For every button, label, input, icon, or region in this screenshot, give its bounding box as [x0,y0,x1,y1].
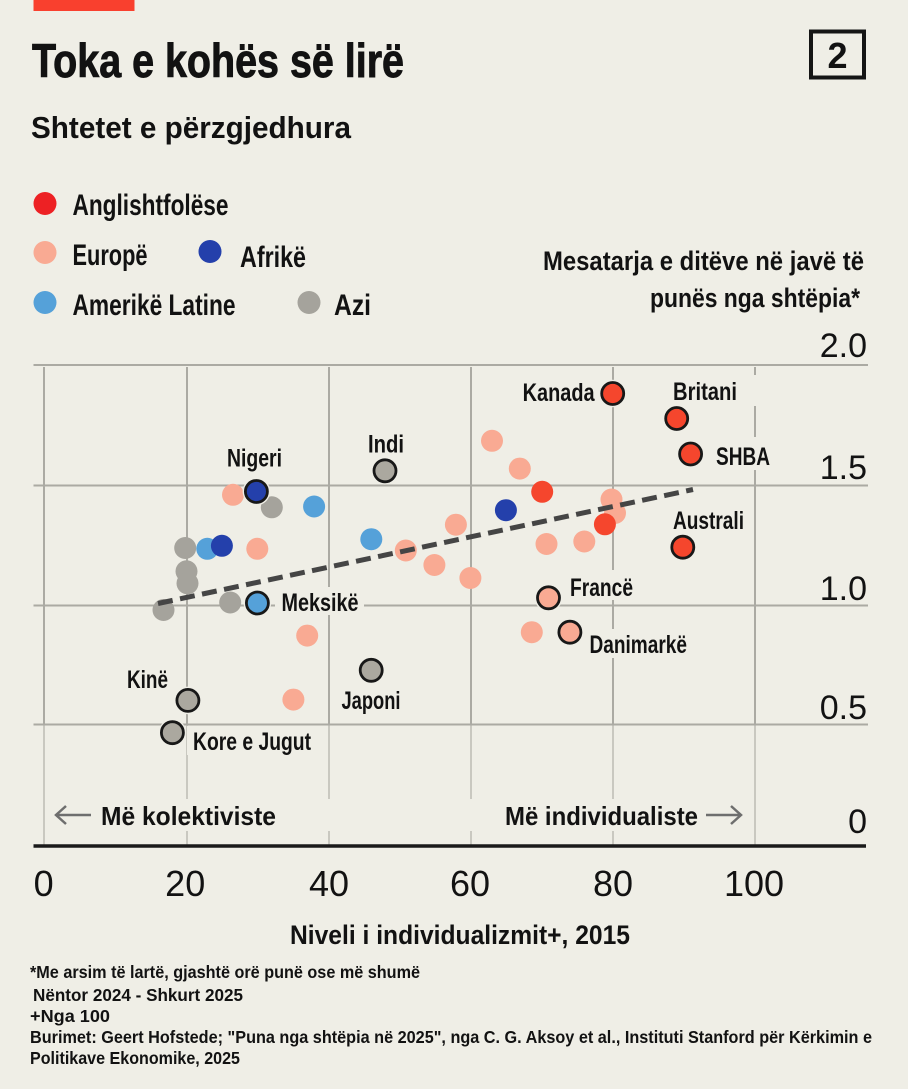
svg-text:80: 80 [593,863,633,904]
svg-text:Europë: Europë [73,239,148,272]
svg-text:punës nga shtëpia*: punës nga shtëpia* [650,283,860,313]
svg-text:1.0: 1.0 [820,570,867,608]
svg-text:Burimet: Geert Hofstede; "Puna: Burimet: Geert Hofstede; "Puna nga shtëp… [30,1027,872,1047]
svg-text:SHBA: SHBA [716,443,770,471]
svg-text:Azi: Azi [334,289,371,322]
svg-text:2.0: 2.0 [820,327,867,365]
svg-text:Indi: Indi [368,431,404,459]
svg-text:Nigeri: Nigeri [227,445,282,473]
svg-text:0: 0 [34,863,54,904]
svg-text:Britani: Britani [673,378,737,406]
svg-text:100: 100 [724,863,784,904]
svg-text:0.5: 0.5 [820,689,867,727]
svg-text:Më individualiste: Më individualiste [505,801,698,831]
svg-text:Anglishtfolëse: Anglishtfolëse [73,189,229,222]
svg-text:Kanada: Kanada [523,379,596,407]
svg-text:1.5: 1.5 [820,449,867,487]
svg-text:Toka e kohës së lirë: Toka e kohës së lirë [32,34,404,87]
svg-text:2: 2 [827,35,847,76]
svg-text:Kore e Jugut: Kore e Jugut [193,728,312,756]
svg-text:Amerikë Latine: Amerikë Latine [73,289,236,322]
svg-text:20: 20 [165,863,205,904]
svg-text:Francë: Francë [570,574,633,602]
svg-text:Afrikë: Afrikë [240,241,306,274]
svg-text:60: 60 [450,863,490,904]
svg-text:0: 0 [848,803,867,841]
svg-text:Më kolektiviste: Më kolektiviste [101,801,276,831]
svg-text:Meksikë: Meksikë [282,589,359,617]
svg-text:Mesatarja e ditëve në javë të: Mesatarja e ditëve në javë të [543,246,864,276]
svg-text:Danimarkë: Danimarkë [590,631,688,659]
svg-text:Niveli i individualizmit+, 201: Niveli i individualizmit+, 2015 [290,920,630,950]
svg-text:40: 40 [309,863,349,904]
svg-text:Politikave Ekonomike, 2025: Politikave Ekonomike, 2025 [30,1048,240,1068]
svg-text:*Me arsim të lartë, gjashtë or: *Me arsim të lartë, gjashtë orë punë ose… [30,962,420,982]
svg-text:Nëntor 2024 - Shkurt 2025: Nëntor 2024 - Shkurt 2025 [33,985,243,1005]
svg-text:Shtetet e përzgjedhura: Shtetet e përzgjedhura [31,110,352,145]
svg-text:Japoni: Japoni [342,687,401,715]
svg-text:+Nga 100: +Nga 100 [30,1006,110,1026]
svg-text:Kinë: Kinë [127,666,168,694]
svg-text:Australi: Australi [673,507,744,535]
